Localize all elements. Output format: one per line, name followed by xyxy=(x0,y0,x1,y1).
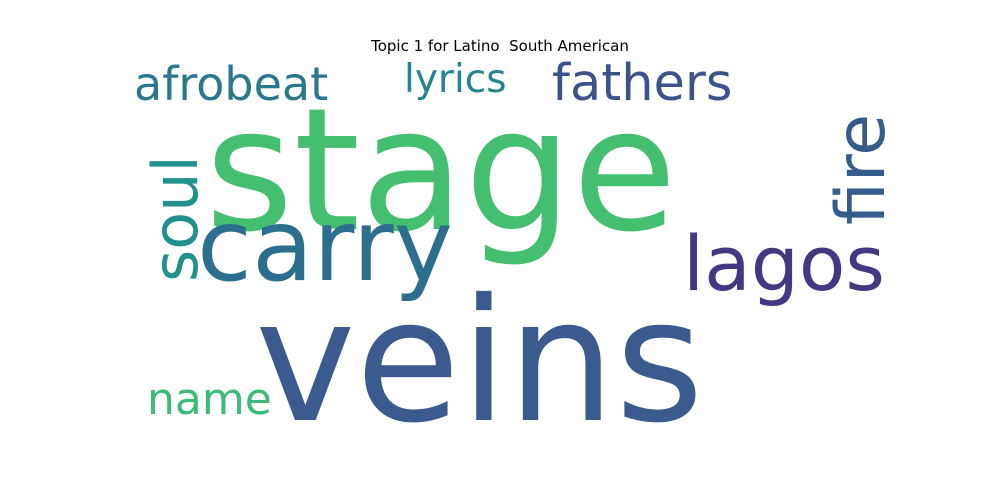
word-name: name xyxy=(147,374,272,425)
word-soul: soul xyxy=(139,155,212,282)
word-veins: veins xyxy=(255,263,704,461)
word-afrobeat: afrobeat xyxy=(134,57,328,111)
word-carry: carry xyxy=(197,187,453,304)
word-fire: fire xyxy=(822,114,901,225)
word-stage: stage xyxy=(205,72,677,270)
word-lyrics: lyrics xyxy=(404,57,507,102)
figure-title: Topic 1 for Latino South American xyxy=(371,37,629,55)
word-fathers: fathers xyxy=(552,54,732,113)
word-lagos: lagos xyxy=(683,219,885,308)
